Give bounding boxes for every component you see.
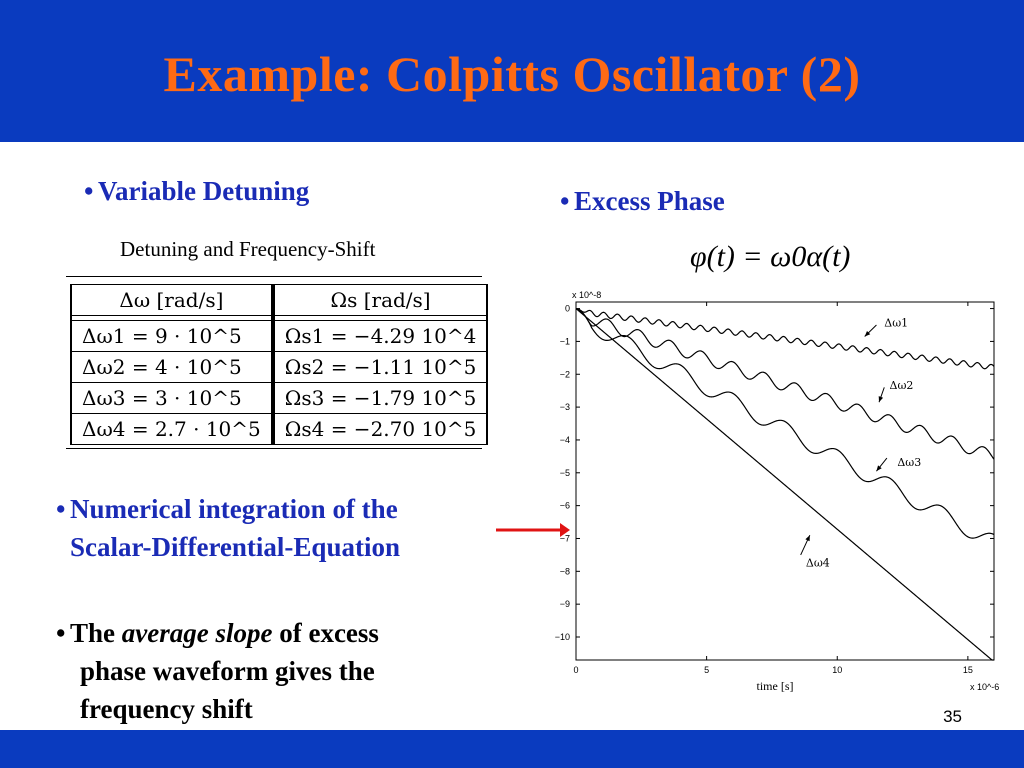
table-cell: Δω2 = 4 · 10^5 [70,352,273,383]
y-multiplier: x 10^-8 [572,290,601,300]
y-tick-label: −6 [560,501,570,511]
y-tick-label: −3 [560,402,570,412]
annotation-label: Δω2 [890,379,914,392]
table-cell: Δω4 = 2.7 · 10^5 [70,414,273,445]
table-row: Δω2 = 4 · 10^5 Ωs2 = −1.11 10^5 [70,352,489,383]
bullet-text-cont: phase waveform gives the [80,656,375,686]
page-number: 35 [943,707,962,726]
excess-phase-formula: φ(t) = ω0α(t) [690,240,850,274]
table-row: Δω3 = 3 · 10^5 Ωs3 = −1.79 10^5 [70,383,489,414]
detuning-table: Δω [rad/s] Ωs [rad/s] Δω1 = 9 · 10^5 Ωs1… [66,276,489,452]
table-cell: Δω3 = 3 · 10^5 [70,383,273,414]
annotation-label: Δω3 [897,456,921,469]
x-tick-label: 15 [963,665,973,675]
annotation-arrowhead [878,396,884,403]
header-bar [0,0,1024,142]
table-header-row: Δω [rad/s] Ωs [rad/s] [70,284,489,316]
x-tick-label: 5 [704,665,709,675]
table-cell: Ωs4 = −2.70 10^5 [272,414,489,445]
annotation-arrowhead [805,535,810,542]
table-cell: Ωs3 = −1.79 10^5 [272,383,489,414]
red-arrow [496,523,570,537]
plot-frame [575,301,995,661]
bullet-numerical-integration: • Numerical integration of the Scalar-Dif… [56,490,400,566]
y-tick-label: 0 [565,304,570,314]
series-line-4 [575,308,994,661]
table-header-cell: Ωs [rad/s] [272,284,489,316]
y-tick-label: −10 [555,632,570,642]
x-tick-label: 10 [832,665,842,675]
slide-title: Example: Colpitts Oscillator (2) [163,46,861,102]
annotation-arrowhead [876,465,882,472]
annotation-label: Δω4 [806,556,830,569]
bullet-text: Numerical integration of the [70,494,398,524]
bullet-text: Excess Phase [574,186,725,216]
bullet-text: The [70,618,122,648]
y-tick-label: −5 [560,468,570,478]
bullet-text: Variable Detuning [98,176,310,206]
excess-phase-plot: 0 5 10 15 0 −1 −2 −3 −4 −5 −6 −7 −8 −9 −10 x 10^-8 x 10^… [555,290,1000,693]
series-line-2 [575,308,995,460]
bullet-italic-text: average slope [121,618,273,648]
bullet-excess-phase: • Excess Phase [560,182,725,220]
bullet-text: of excess [272,618,379,648]
y-tick-label: −9 [560,599,570,609]
table-bottom-rule [66,448,482,449]
footer-bar [0,730,1024,768]
x-multiplier: x 10^-6 [970,682,999,692]
series-line-3 [575,308,995,539]
y-tick-label: −8 [560,566,570,576]
annotation-label: Δω1 [884,317,908,330]
y-tick-label: −2 [560,369,570,379]
bullet-dot: • [56,618,66,648]
y-tick-label: −1 [560,336,570,346]
series-line-1 [575,307,995,370]
formula-text: φ(t) = ω0α(t) [690,240,851,273]
y-tick-label: −4 [560,435,570,445]
table-header-cell: Δω [rad/s] [70,284,273,316]
bullet-dot: • [56,494,66,524]
annotation-arrowhead [864,330,871,337]
bullet-variable-detuning: • Variable Detuning [84,172,309,210]
table-cell: Ωs1 = −4.29 10^4 [272,321,489,352]
x-axis-label: time [s] [757,679,794,693]
x-tick-label: 0 [573,665,578,675]
table-row: Δω4 = 2.7 · 10^5 Ωs4 = −2.70 10^5 [70,414,489,445]
table-top-rule [66,276,482,277]
y-tick-label: −7 [560,533,570,543]
bullet-dot: • [560,186,570,216]
table-cell: Δω1 = 9 · 10^5 [70,321,273,352]
table-row: Δω1 = 9 · 10^5 Ωs1 = −4.29 10^4 [70,321,489,352]
bullet-text-cont: frequency shift [80,694,253,724]
table-cell: Ωs2 = −1.11 10^5 [272,352,489,383]
bullet-text-cont: Scalar-Differential-Equation [70,532,400,562]
table-caption: Detuning and Frequency-Shift [120,237,376,261]
bullet-dot: • [84,176,94,206]
table-gap-row [70,316,489,321]
bullet-average-slope: • The average slope of excess phase wavef… [56,614,379,728]
